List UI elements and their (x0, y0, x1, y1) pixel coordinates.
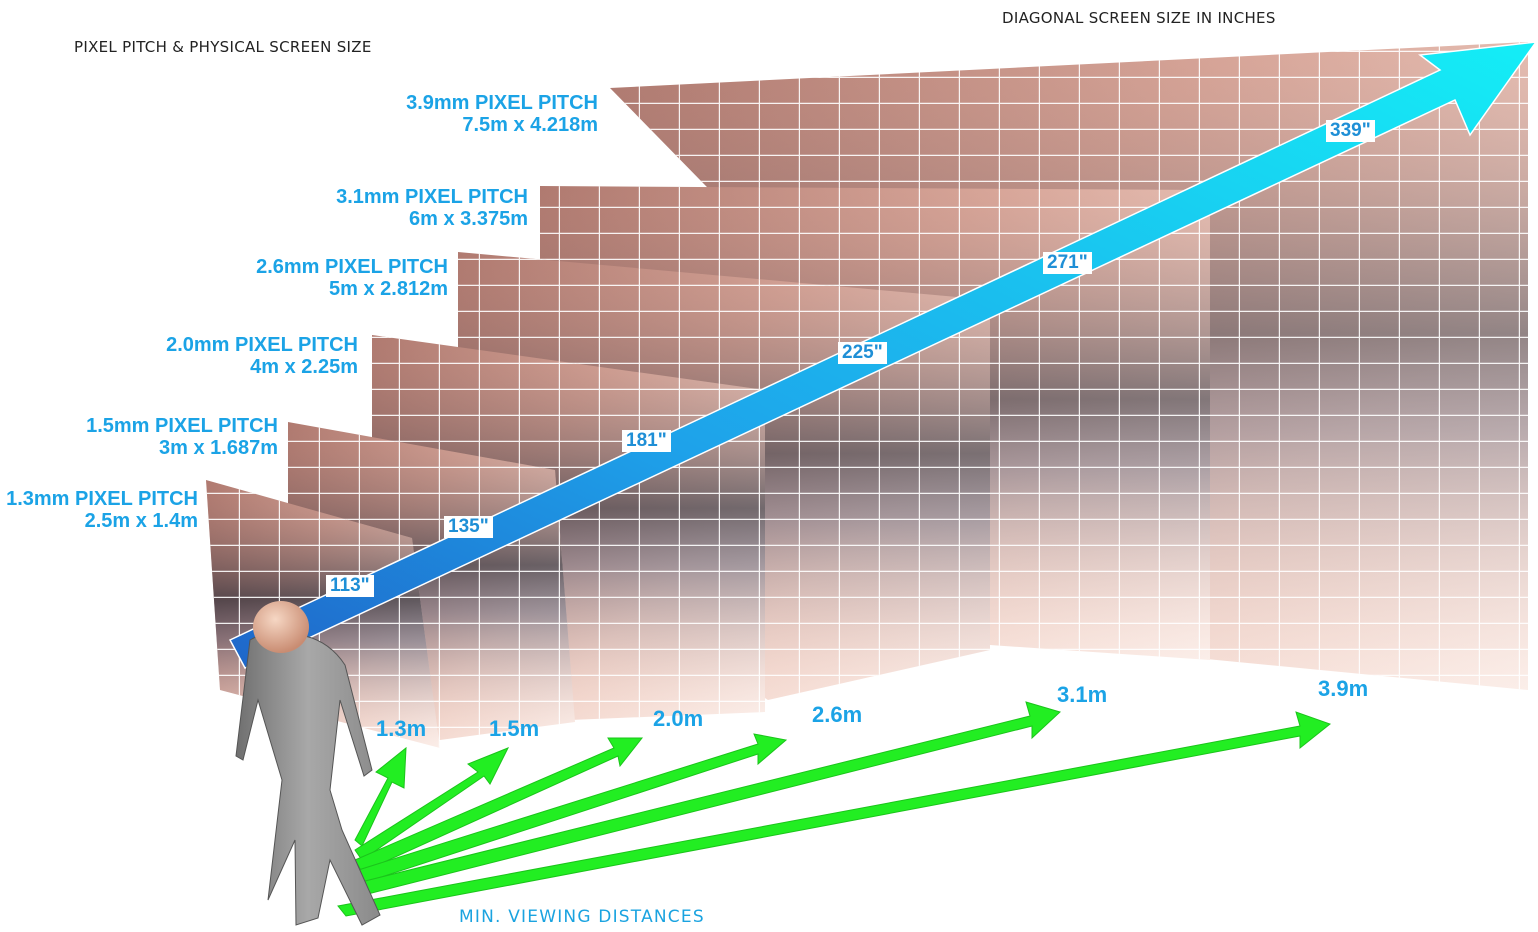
distance-label-3-9m: 3.9m (1318, 676, 1369, 701)
panel-label-1-5mm: 1.5mm PIXEL PITCH 3m x 1.687m (86, 415, 278, 459)
person-figure-icon (235, 601, 381, 926)
diagonal-tag-113: 113" (326, 575, 374, 597)
size-text: 7.5m x 4.218m (462, 114, 598, 136)
right-header: DIAGONAL SCREEN SIZE IN INCHES (1002, 9, 1276, 27)
pitch-text: 3.9mm PIXEL PITCH (406, 92, 598, 114)
distance-label-2-6m: 2.6m (812, 702, 863, 727)
size-text: 4m x 2.25m (250, 356, 358, 378)
pitch-text: 1.5mm PIXEL PITCH (86, 415, 278, 437)
size-text: 6m x 3.375m (409, 208, 528, 230)
diagonal-tag-135: 135" (444, 516, 493, 538)
distance-label-1-5m: 1.5m (489, 716, 540, 741)
diagonal-tag-181: 181" (622, 430, 671, 452)
distance-label-2-0m: 2.0m (653, 706, 704, 731)
pitch-text: 1.3mm PIXEL PITCH (6, 488, 198, 510)
panel-label-2-6mm: 2.6mm PIXEL PITCH 5m x 2.812m (256, 256, 448, 300)
diagonal-tag-339: 339" (1326, 120, 1375, 142)
size-text: 5m x 2.812m (329, 278, 448, 300)
diagonal-tag-225: 225" (838, 342, 887, 364)
pitch-text: 3.1mm PIXEL PITCH (336, 186, 528, 208)
size-text: 3m x 1.687m (159, 437, 278, 459)
min-viewing-distances-caption: MIN. VIEWING DISTANCES (459, 907, 705, 927)
pitch-text: 2.6mm PIXEL PITCH (256, 256, 448, 278)
distance-label-3-1m: 3.1m (1057, 682, 1108, 707)
panel-label-3-1mm: 3.1mm PIXEL PITCH 6m x 3.375m (336, 186, 528, 230)
distance-label-1-3m: 1.3m (376, 716, 427, 741)
left-header: PIXEL PITCH & PHYSICAL SCREEN SIZE (74, 38, 372, 56)
panel-label-1-3mm: 1.3mm PIXEL PITCH 2.5m x 1.4m (6, 488, 198, 532)
panel-label-3-9mm: 3.9mm PIXEL PITCH 7.5m x 4.218m (406, 92, 598, 136)
size-text: 2.5m x 1.4m (84, 510, 198, 532)
distance-arrows (337, 701, 1332, 917)
panel-label-2-0mm: 2.0mm PIXEL PITCH 4m x 2.25m (166, 334, 358, 378)
pitch-text: 2.0mm PIXEL PITCH (166, 334, 358, 356)
diagonal-tag-271: 271" (1043, 252, 1092, 274)
